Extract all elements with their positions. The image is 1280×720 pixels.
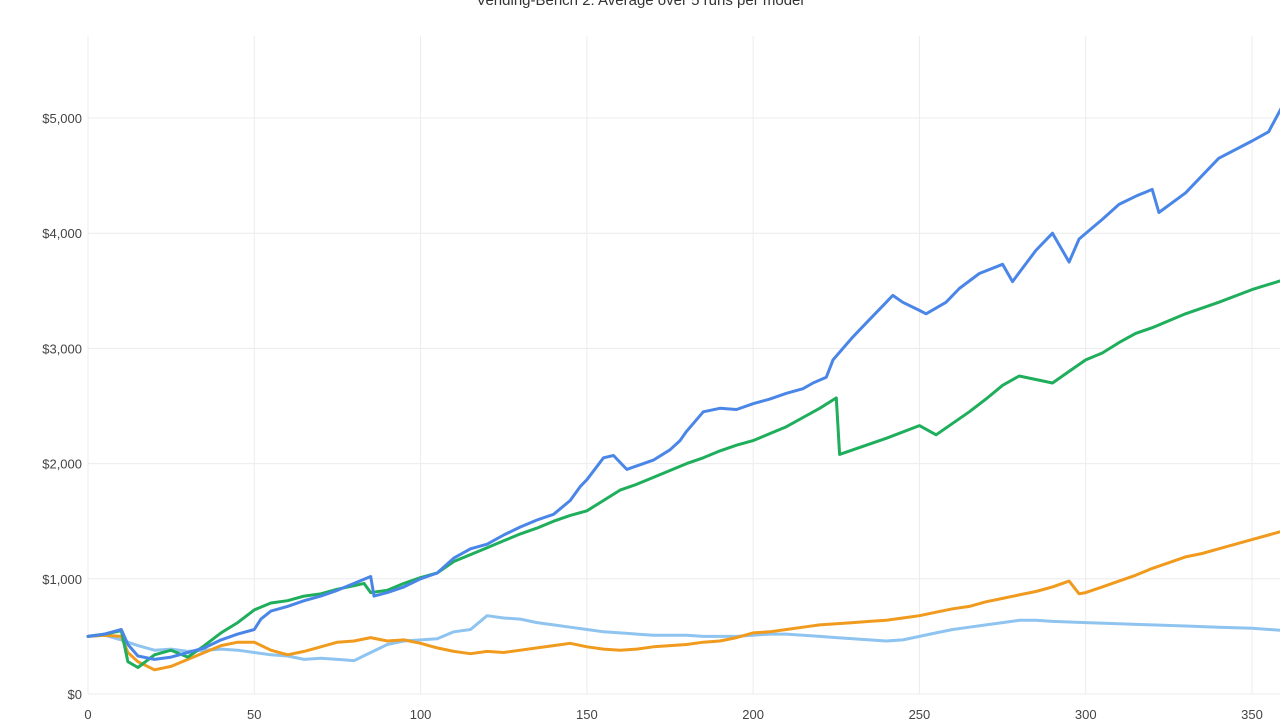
y-tick-label: $0 [68, 687, 82, 702]
x-tick-label: 350 [1241, 707, 1263, 720]
series-line-model-b [86, 279, 1280, 669]
x-tick-label: 300 [1075, 707, 1097, 720]
y-tick-label: $4,000 [42, 226, 82, 241]
chart-title: Vending-Bench 2: Average over 5 runs per… [476, 0, 804, 9]
grid [87, 36, 1280, 695]
x-tick-label: 100 [410, 707, 432, 720]
axis-labels: $0 $1,000 $2,000 $3,000 $4,000 $5,000 0 50 100 15… [42, 111, 1263, 720]
x-tick-label: 50 [247, 707, 261, 720]
y-tick-label: $3,000 [42, 341, 82, 356]
series-line-model-c [86, 530, 1280, 672]
x-tick-label: 250 [909, 707, 931, 720]
series-line-model-d [86, 614, 1280, 663]
series-line-model-a [86, 107, 1280, 661]
y-tick-label: $2,000 [42, 457, 82, 472]
y-tick-label: $1,000 [42, 572, 82, 587]
y-tick-label: $5,000 [42, 111, 82, 126]
x-tick-label: 150 [576, 707, 598, 720]
series-lines [86, 107, 1280, 672]
x-tick-label: 0 [84, 707, 91, 720]
x-tick-label: 200 [742, 707, 764, 720]
